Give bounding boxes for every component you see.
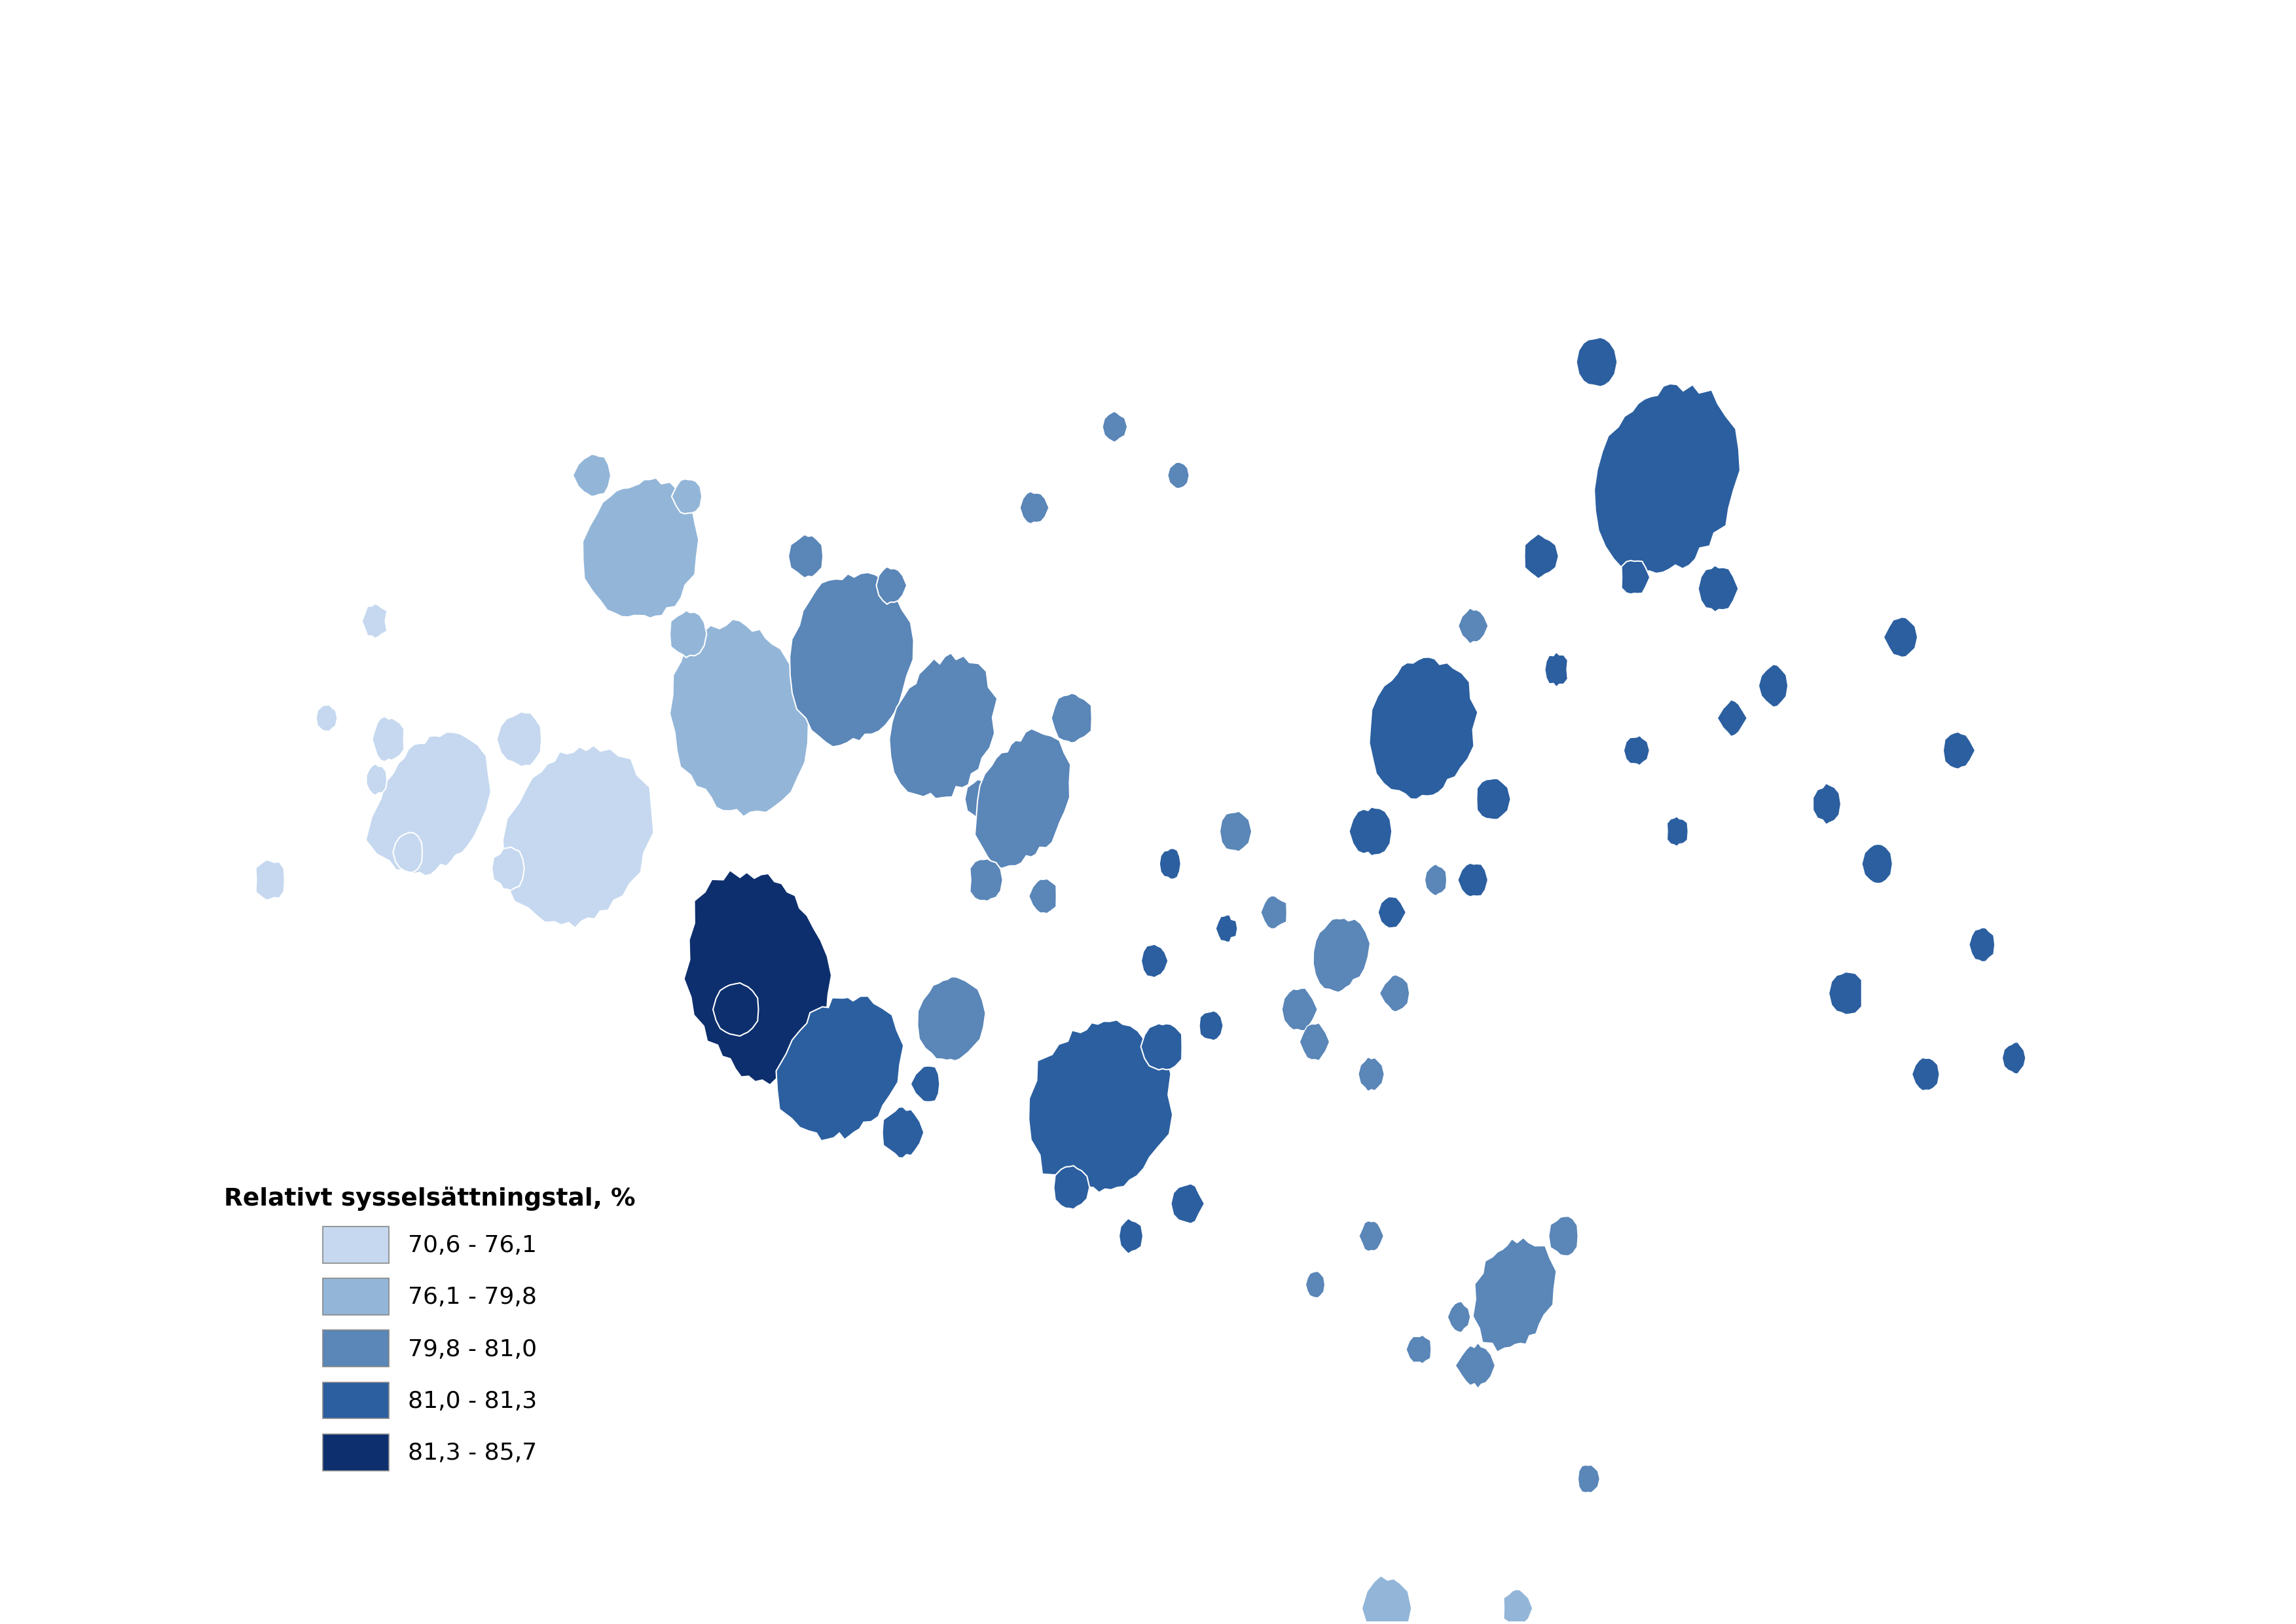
Polygon shape [372, 716, 404, 762]
Polygon shape [393, 833, 422, 872]
Polygon shape [1525, 534, 1559, 578]
Polygon shape [1380, 974, 1410, 1012]
Polygon shape [912, 1065, 939, 1103]
Polygon shape [1446, 1301, 1469, 1333]
Polygon shape [1830, 973, 1862, 1015]
Polygon shape [788, 534, 822, 578]
Polygon shape [1699, 565, 1738, 612]
Polygon shape [969, 859, 1003, 901]
Polygon shape [365, 732, 491, 875]
Polygon shape [1029, 879, 1056, 914]
Polygon shape [1359, 1221, 1384, 1250]
Polygon shape [964, 776, 1001, 822]
Polygon shape [1456, 1343, 1495, 1389]
Polygon shape [1717, 700, 1747, 737]
Polygon shape [1359, 1057, 1384, 1091]
Polygon shape [1141, 945, 1169, 978]
Polygon shape [1199, 1010, 1224, 1041]
Polygon shape [1019, 492, 1049, 523]
Polygon shape [255, 861, 285, 900]
Polygon shape [503, 745, 654, 927]
Polygon shape [673, 479, 703, 513]
Polygon shape [363, 604, 388, 638]
Polygon shape [572, 455, 611, 497]
Polygon shape [918, 976, 985, 1060]
Polygon shape [491, 848, 523, 890]
Polygon shape [1623, 736, 1649, 765]
Polygon shape [1426, 864, 1446, 896]
Polygon shape [1458, 862, 1488, 896]
Polygon shape [1593, 383, 1740, 573]
Polygon shape [367, 763, 388, 796]
Polygon shape [1362, 1575, 1412, 1624]
Polygon shape [1102, 411, 1127, 442]
Polygon shape [670, 611, 707, 658]
Polygon shape [1458, 607, 1488, 643]
Polygon shape [1545, 653, 1568, 687]
Polygon shape [790, 573, 914, 747]
Polygon shape [1504, 1590, 1531, 1624]
Legend: 70,6 - 76,1, 76,1 - 79,8, 79,8 - 81,0, 81,0 - 81,3, 81,3 - 85,7: 70,6 - 76,1, 76,1 - 79,8, 79,8 - 81,0, 8… [214, 1177, 645, 1479]
Polygon shape [1171, 1184, 1205, 1224]
Polygon shape [1350, 807, 1391, 856]
Polygon shape [1261, 896, 1286, 929]
Polygon shape [1313, 918, 1371, 992]
Polygon shape [1054, 1166, 1091, 1210]
Polygon shape [1621, 560, 1651, 594]
Polygon shape [1862, 844, 1892, 883]
Polygon shape [317, 705, 338, 731]
Polygon shape [877, 567, 907, 604]
Polygon shape [2002, 1043, 2025, 1073]
Polygon shape [684, 870, 831, 1085]
Polygon shape [1159, 849, 1180, 879]
Polygon shape [776, 996, 905, 1140]
Polygon shape [1814, 783, 1841, 825]
Polygon shape [882, 1108, 923, 1158]
Polygon shape [889, 653, 996, 799]
Polygon shape [1141, 1023, 1182, 1070]
Polygon shape [1118, 1218, 1143, 1254]
Polygon shape [1281, 987, 1318, 1031]
Polygon shape [1219, 812, 1251, 851]
Polygon shape [1577, 338, 1616, 387]
Polygon shape [1667, 817, 1688, 846]
Polygon shape [1306, 1272, 1325, 1298]
Polygon shape [670, 619, 808, 817]
Polygon shape [1169, 463, 1189, 489]
Polygon shape [1378, 896, 1405, 927]
Polygon shape [1029, 1020, 1173, 1192]
Polygon shape [714, 983, 758, 1036]
Polygon shape [976, 729, 1070, 869]
Polygon shape [496, 711, 542, 767]
Polygon shape [583, 477, 698, 619]
Polygon shape [1300, 1023, 1329, 1060]
Polygon shape [1476, 778, 1511, 820]
Polygon shape [1577, 1465, 1600, 1492]
Polygon shape [1052, 693, 1093, 744]
Polygon shape [1970, 927, 1995, 961]
Polygon shape [1548, 1216, 1577, 1255]
Polygon shape [1405, 1335, 1430, 1364]
Polygon shape [1942, 732, 1975, 768]
Polygon shape [1759, 664, 1789, 706]
Polygon shape [1368, 658, 1479, 799]
Polygon shape [1913, 1057, 1940, 1091]
Polygon shape [1883, 617, 1917, 658]
Polygon shape [1472, 1237, 1557, 1353]
Polygon shape [1217, 914, 1238, 942]
